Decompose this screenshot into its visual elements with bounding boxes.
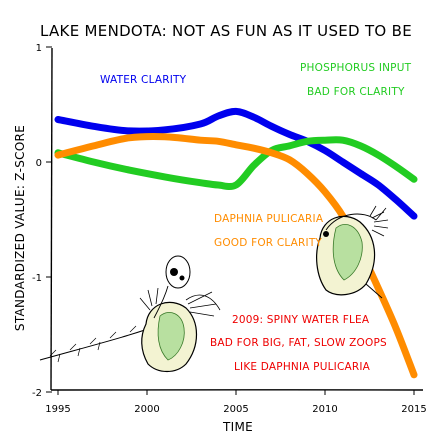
chart-title: LAKE MENDOTA: NOT AS FUN AS IT USED TO B…: [40, 22, 412, 40]
y-axis-label: STANDARDIZED VALUE: Z-SCORE: [13, 125, 27, 331]
y-axis-line: [50, 47, 53, 391]
annotation-phosphorus-input: PHOSPHORUS INPUT: [300, 62, 412, 74]
y-tick-label--2: -2: [32, 388, 42, 399]
x-tick-label-2005: 2005: [223, 404, 248, 415]
spiny-water-flea-illustration: [39, 255, 221, 373]
y-tick-label-1: 1: [36, 43, 42, 54]
series-line-water-clarity: [54, 107, 418, 220]
annotation-flea-2009: 2009: SPINY WATER FLEA: [232, 314, 370, 326]
x-axis-line: [50, 389, 424, 391]
annotation-water-clarity: WATER CLARITY: [100, 74, 187, 86]
annotation-flea-bad: BAD FOR BIG, FAT, SLOW ZOOPS: [210, 337, 387, 349]
daphnia-illustration: [316, 205, 389, 299]
annotation-flea-daphnia: LIKE DAPHNIA PULICARIA: [234, 361, 371, 373]
x-tick-label-1995: 1995: [45, 404, 70, 415]
y-tick-label-0: 0: [36, 158, 42, 169]
x-tick-label-2010: 2010: [312, 404, 337, 415]
x-tick-label-2000: 2000: [134, 404, 159, 415]
annotation-phosphorus-bad: BAD FOR CLARITY: [307, 86, 405, 98]
annotation-daphnia-good: GOOD FOR CLARITY: [214, 237, 322, 249]
annotation-daphnia-name: DAPHNIA PULICARIA: [214, 213, 324, 225]
y-tick-label--1: -1: [32, 273, 42, 284]
x-axis-label: TIME: [222, 420, 253, 434]
y-ticks: 1 0 -1 -2: [32, 43, 52, 399]
x-tick-label-2015: 2015: [401, 404, 426, 415]
x-ticks: 1995 2000 2005 2010 2015: [45, 390, 427, 415]
